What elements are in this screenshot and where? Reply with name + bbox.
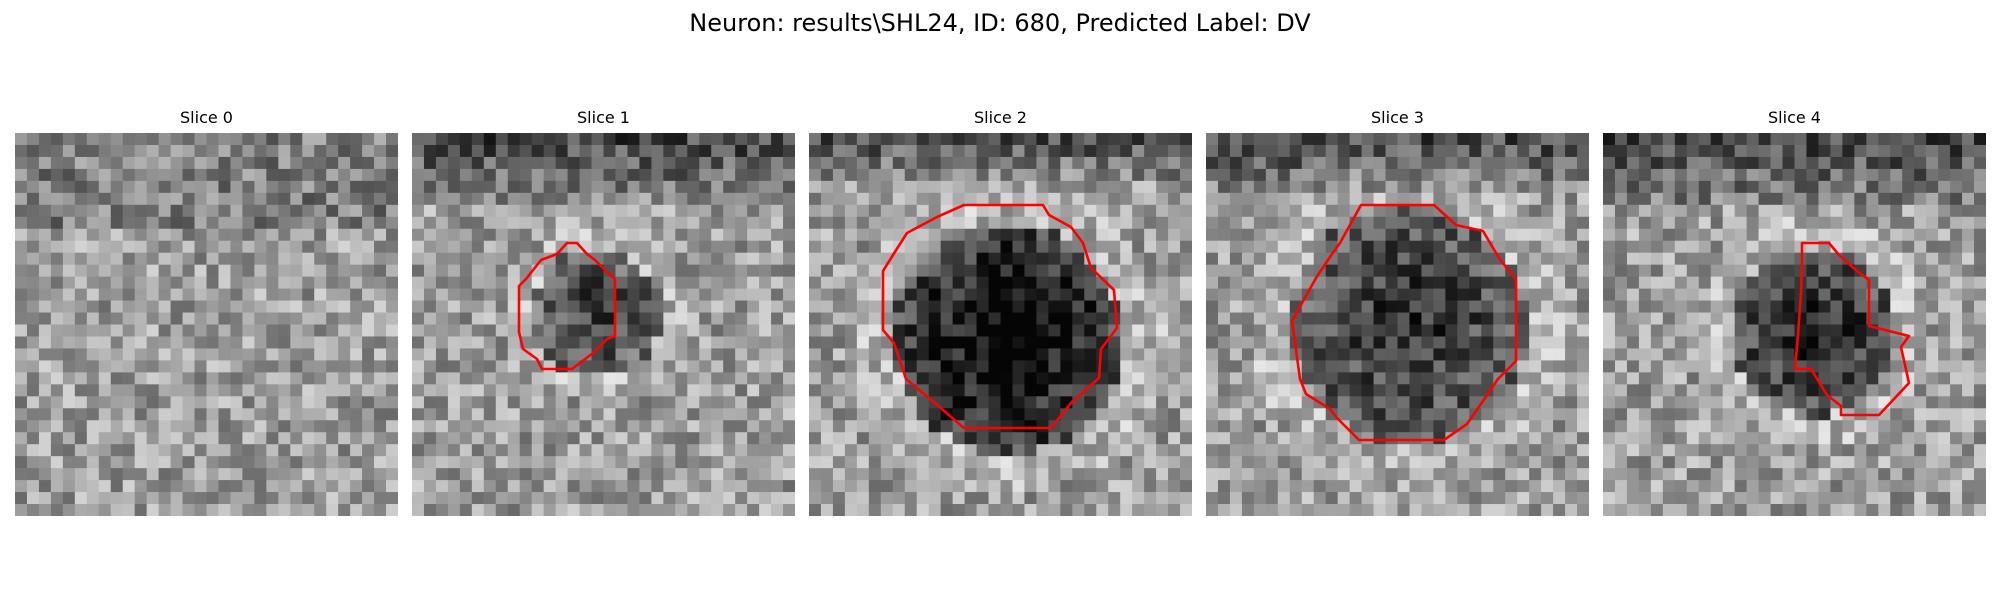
figure-title: Neuron: results\SHL24, ID: 680, Predicte… <box>689 9 1311 37</box>
slice-pixel-grid-3 <box>1206 133 1589 516</box>
slice-title-3: Slice 3 <box>1371 108 1424 127</box>
slice-title-2: Slice 2 <box>974 108 1027 127</box>
neuron-contour-2 <box>881 203 1119 430</box>
slice-title-4: Slice 4 <box>1768 108 1821 127</box>
slice-image-0 <box>15 133 398 516</box>
slice-pixel-grid-0 <box>15 133 398 516</box>
slice-pixel-grid-4 <box>1603 133 1986 516</box>
slice-title-1: Slice 1 <box>577 108 630 127</box>
slice-image-3 <box>1206 133 1589 516</box>
slice-pixel-grid-1 <box>412 133 795 516</box>
slice-panel-1: Slice 1 <box>412 106 795 516</box>
slice-image-4 <box>1603 133 1986 516</box>
slice-image-1 <box>412 133 795 516</box>
slice-panel-0: Slice 0 <box>15 106 398 516</box>
neuron-contour-3 <box>1290 203 1518 442</box>
neuron-contour-4 <box>1793 241 1911 417</box>
slice-panel-3: Slice 3 <box>1206 106 1589 516</box>
neuron-contour-1 <box>517 241 617 371</box>
slice-image-2 <box>809 133 1192 516</box>
slice-panel-2: Slice 2 <box>809 106 1192 516</box>
slice-panel-4: Slice 4 <box>1603 106 1986 516</box>
slice-title-0: Slice 0 <box>180 108 233 127</box>
slice-pixel-grid-2 <box>809 133 1192 516</box>
